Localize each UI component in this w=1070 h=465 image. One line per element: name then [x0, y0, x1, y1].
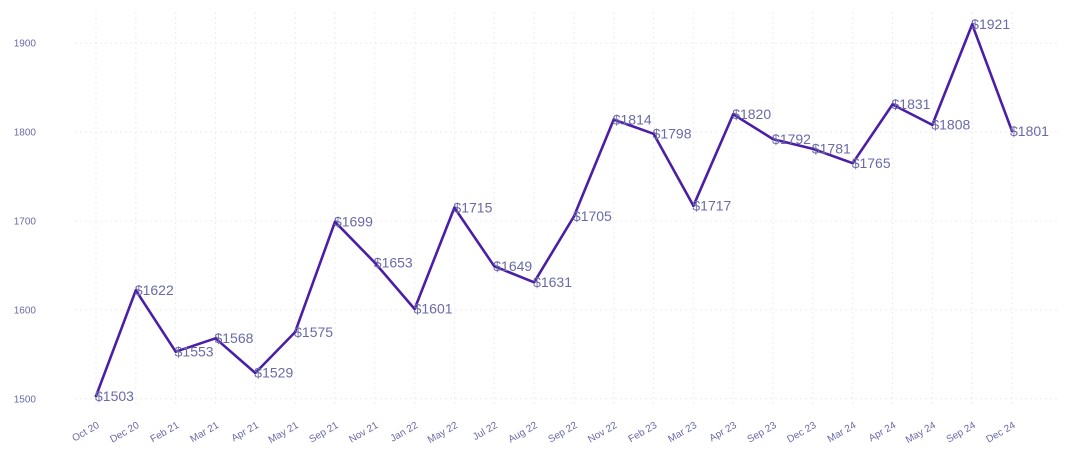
x-tick-label: Jan 22: [389, 420, 421, 445]
data-point: [891, 103, 894, 106]
x-tick-label: Apr 23: [708, 420, 739, 444]
data-labels: $1503 $1622 $1553$1568 $1529 $1575 $1699 $1653…: [95, 16, 1049, 404]
data-point: [771, 137, 775, 141]
data-point: [174, 350, 177, 353]
data-point: [254, 371, 257, 375]
data-point: [293, 330, 297, 334]
x-tick-label: Apr 24: [867, 420, 898, 444]
y-tick-label: 1700: [14, 216, 37, 227]
x-tick-label: Sep 22: [546, 420, 579, 446]
data-point: [731, 112, 735, 116]
x-tick-label: Mar 24: [826, 420, 859, 445]
y-tick-label: 1600: [14, 305, 37, 316]
data-point: [851, 161, 854, 165]
data-label: $1705: [573, 208, 612, 224]
data-label: $1631: [533, 274, 572, 290]
x-tick-label: Aug 22: [507, 420, 540, 446]
x-tick-label: Mar 23: [666, 420, 699, 445]
data-label: $1781: [812, 141, 851, 157]
x-tick-label: Sep 21: [308, 420, 341, 446]
y-tick-label: 1500: [14, 394, 37, 405]
x-axis: Oct 20 Dec 20 Feb 21 Mar 21 Apr 21 May 21 Sep …: [70, 420, 1017, 446]
y-tick-label: 1900: [14, 39, 37, 50]
x-tick-label: Oct 20: [70, 420, 101, 444]
data-label: $1765: [852, 155, 891, 171]
data-point: [214, 337, 217, 340]
data-label: $1649: [493, 258, 532, 274]
x-tick-label: May 22: [426, 420, 460, 446]
data-point: [1010, 129, 1014, 133]
data-label: $1503: [95, 388, 134, 404]
data-point: [413, 307, 416, 311]
data-label: $1820: [732, 106, 771, 122]
y-tick-label: 1800: [14, 128, 37, 139]
x-tick-label: Sep 23: [746, 420, 779, 446]
data-point: [692, 204, 695, 208]
x-tick-label: Sep 24: [945, 420, 978, 446]
data-label: $1801: [1010, 123, 1049, 139]
data-label: $1717: [692, 198, 731, 214]
data-point: [453, 206, 456, 209]
data-point: [333, 220, 337, 224]
x-tick-label: May 21: [267, 420, 301, 446]
data-point: [134, 289, 138, 292]
data-point: [931, 123, 934, 127]
data-label: $1921: [971, 16, 1010, 32]
series: [94, 23, 1014, 398]
x-tick-label: Dec 24: [985, 420, 1018, 446]
data-label: $1792: [772, 131, 811, 147]
data-point: [94, 394, 98, 398]
data-point: [811, 147, 815, 151]
data-point: [373, 261, 377, 265]
data-label: $1808: [931, 117, 970, 133]
y-axis: 1500 1600 1700 1800 1900: [14, 39, 37, 406]
x-tick-label: Apr 21: [230, 420, 261, 444]
data-label: $1568: [214, 330, 253, 346]
x-tick-label: Jul 22: [471, 420, 500, 443]
data-label: $1814: [613, 111, 652, 127]
data-label: $1553: [175, 343, 214, 359]
data-label: $1831: [892, 96, 931, 112]
data-point: [492, 264, 496, 268]
data-label: $1699: [334, 214, 373, 230]
data-point: [970, 23, 974, 26]
x-tick-label: Dec 20: [108, 420, 141, 446]
data-label: $1622: [135, 282, 174, 298]
x-tick-label: Mar 21: [189, 420, 222, 445]
series-line: [94, 23, 1014, 398]
x-tick-label: May 24: [904, 420, 938, 446]
data-label: $1601: [414, 301, 453, 317]
data-point: [532, 280, 536, 284]
data-label: $1653: [374, 254, 413, 270]
data-point: [652, 132, 655, 136]
x-tick-label: Dec 23: [785, 420, 818, 446]
data-label: $1575: [294, 324, 333, 340]
data-label: $1715: [453, 199, 492, 215]
x-tick-label: Feb 21: [149, 420, 182, 445]
data-label: $1529: [254, 365, 293, 381]
data-point: [612, 118, 616, 121]
data-label: $1798: [653, 126, 692, 142]
data-point: [572, 215, 576, 218]
x-tick-label: Nov 22: [586, 420, 619, 446]
x-tick-label: Nov 21: [347, 420, 380, 446]
x-tick-label: Feb 23: [627, 420, 660, 445]
